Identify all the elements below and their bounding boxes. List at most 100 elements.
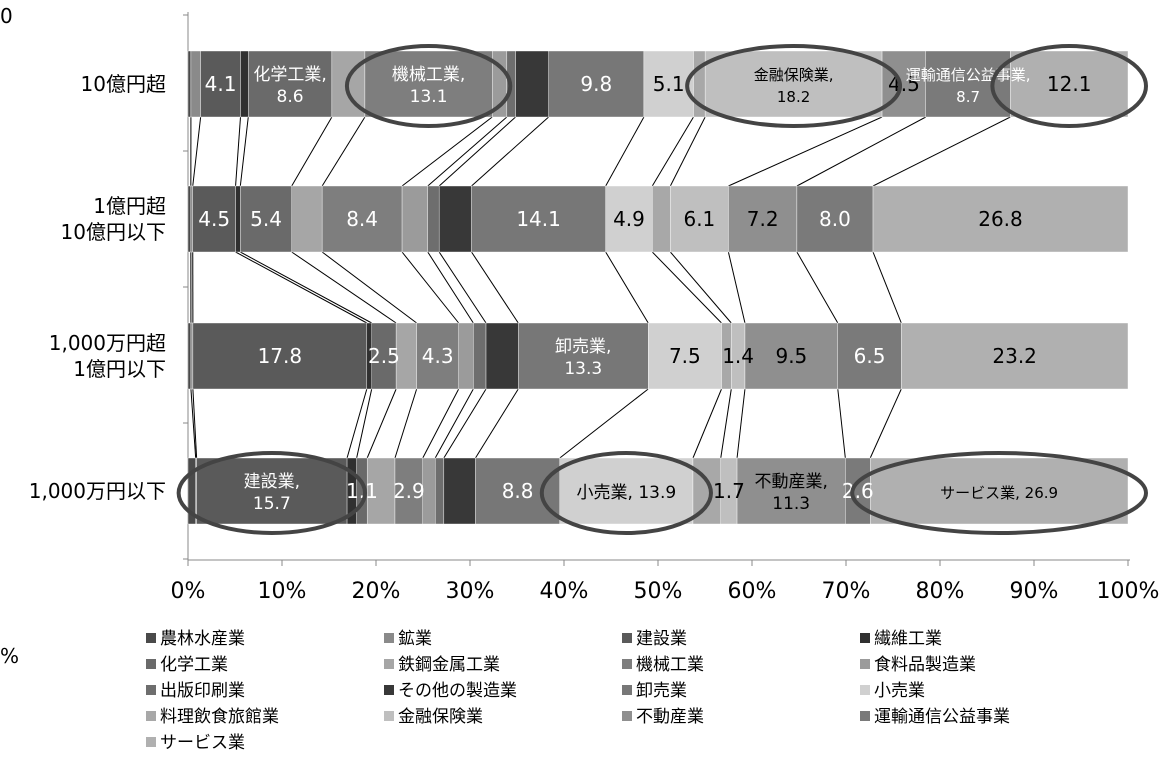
data-label: 8.6	[277, 87, 304, 107]
x-tick-label: 100%	[1097, 579, 1160, 604]
data-label: 化学工業,	[253, 65, 326, 85]
category-label: 1億円超	[93, 194, 166, 218]
category-label: 10億円以下	[61, 220, 166, 244]
legend-swatch	[384, 633, 394, 643]
data-label: 15.7	[253, 494, 291, 514]
legend-item: 農林水産業	[146, 624, 245, 649]
legend-swatch	[146, 633, 156, 643]
series-connector-line	[235, 116, 241, 187]
bar-segment	[435, 457, 445, 525]
series-connector-line	[427, 116, 508, 187]
stacked-bar-chart: 0% 10% 20% 30% 40% 50% 60% 70% 80% 90% 100% 10億円超 1億…	[29, 12, 1160, 604]
data-label: 建設業,	[244, 472, 300, 492]
data-label: 不動産業,	[754, 472, 827, 492]
series-connector-line	[872, 251, 902, 324]
bar-segment	[366, 457, 396, 525]
data-label: 小売業, 13.9	[577, 483, 677, 503]
data-label: 13.1	[410, 87, 448, 107]
legend-item: 鉄鋼金属工業	[384, 650, 500, 675]
bar-segment	[605, 185, 653, 253]
legend-swatch	[146, 737, 156, 747]
legend-swatch	[146, 685, 156, 695]
bar-segment	[438, 185, 472, 253]
bar-segment	[364, 50, 493, 118]
legend-item: 小売業	[860, 676, 925, 701]
legend-swatch	[860, 685, 870, 695]
legend-item: 運輸通信公益事業	[860, 702, 1010, 727]
bar-segment	[515, 50, 549, 118]
legend-label: その他の製造業	[398, 681, 517, 701]
bar-segment	[401, 185, 428, 253]
bar-segment	[187, 322, 192, 390]
series-connector-line	[692, 388, 722, 459]
category-label: 1,000万円超	[49, 331, 166, 355]
series-connector-line	[605, 116, 645, 187]
data-label: 7.5	[669, 344, 701, 368]
data-label: 4.5	[888, 72, 920, 96]
data-label: 6.5	[854, 344, 886, 368]
data-label: 5.4	[250, 207, 282, 231]
data-label: 12.1	[1047, 72, 1092, 96]
bar-segment	[196, 457, 348, 525]
bar-segment	[518, 322, 649, 390]
series-connector-line	[394, 388, 418, 459]
series-connector-line	[727, 251, 746, 324]
x-tick-label: 70%	[822, 579, 871, 604]
series-connector-line	[720, 388, 732, 459]
series-connector-line	[669, 116, 706, 187]
data-label: 4.1	[205, 72, 237, 96]
bar-segment	[652, 185, 671, 253]
category-label: 1億円以下	[73, 357, 166, 381]
bar-segment	[471, 185, 606, 253]
data-label: 1.7	[713, 479, 745, 503]
x-tick-label: 50%	[634, 579, 683, 604]
bar-segment	[648, 322, 722, 390]
bar-segment	[190, 50, 201, 118]
legend-swatch	[146, 659, 156, 669]
data-label: 9.8	[580, 72, 612, 96]
data-label: 8.7	[956, 88, 980, 106]
legend-swatch	[860, 659, 870, 669]
bar-segment	[235, 185, 241, 253]
bar-segment	[925, 50, 1011, 118]
bar-segment	[901, 322, 1129, 390]
data-label: 26.8	[978, 207, 1023, 231]
data-label: 4.5	[198, 207, 230, 231]
data-label: 13.3	[564, 359, 602, 379]
series-connector-line	[796, 251, 839, 324]
highlight-ellipse	[344, 44, 513, 128]
x-tick-label: 60%	[728, 579, 777, 604]
data-label: 18.2	[777, 88, 810, 106]
bar-segment	[291, 185, 323, 253]
legend-item: 料理飲食旅館業	[146, 702, 279, 727]
legend-swatch	[860, 633, 870, 643]
x-tick-label: 40%	[540, 579, 589, 604]
bar-segment	[796, 185, 874, 253]
legend-label: 金融保険業	[398, 707, 483, 727]
bar-segment	[870, 457, 1129, 525]
legend-label: 鉄鋼金属工業	[398, 655, 500, 675]
series-connector-line	[401, 116, 493, 187]
series-connector-line	[401, 251, 460, 324]
data-label: 8.8	[502, 479, 534, 503]
series-connector-line	[438, 251, 487, 324]
legend-swatch	[146, 711, 156, 721]
series-connector-line	[438, 116, 516, 187]
series-connector-line	[366, 388, 397, 459]
data-label: 7.2	[747, 207, 779, 231]
bar-segment	[670, 185, 729, 253]
legend-item: 機械工業	[622, 650, 704, 675]
series-connector-line	[192, 388, 198, 459]
bar-segment	[321, 185, 403, 253]
series-connector-line	[837, 388, 846, 459]
series-connector-line	[190, 388, 197, 459]
bar-segment	[443, 457, 476, 525]
highlight-ellipse	[176, 451, 368, 535]
bar-segment	[485, 322, 519, 390]
data-label: 卸売業,	[555, 337, 611, 357]
data-label: 17.8	[258, 344, 303, 368]
legend-label: 卸売業	[636, 681, 687, 701]
series-connector-line	[235, 251, 368, 324]
data-label: 2.9	[393, 479, 425, 503]
